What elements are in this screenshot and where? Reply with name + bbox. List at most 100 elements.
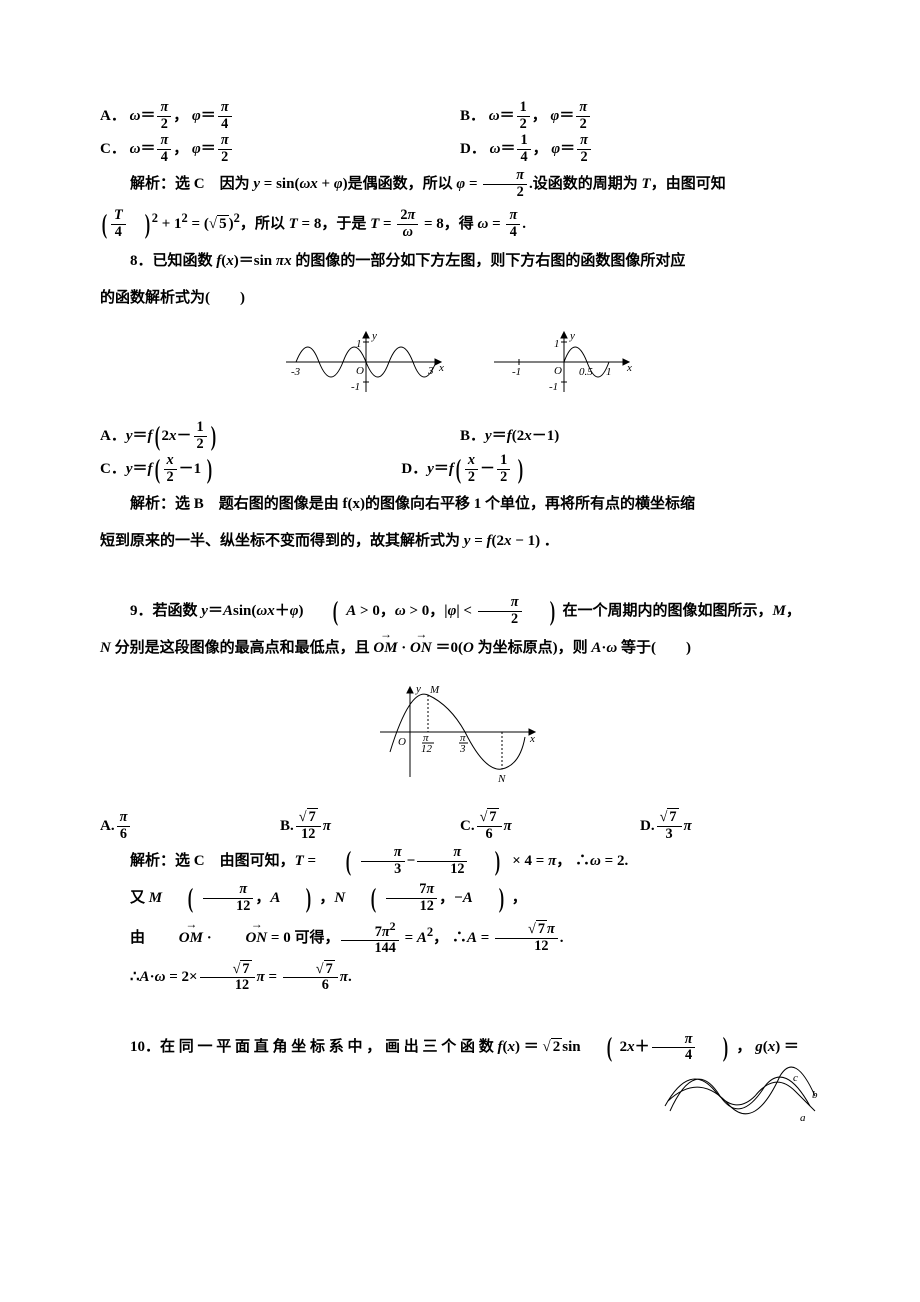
q8-option-A: A．y＝f(2x－12): [100, 420, 460, 453]
w: ω: [299, 176, 310, 192]
p: φ: [334, 176, 343, 192]
y: y: [427, 461, 434, 477]
den: 2: [157, 117, 171, 133]
o: 1: [528, 533, 536, 549]
l: C.: [460, 818, 475, 834]
dw: ω: [397, 225, 418, 241]
n1: π: [361, 845, 405, 862]
omega: ω: [130, 108, 141, 124]
f: f: [449, 461, 454, 477]
nx: x: [465, 453, 478, 470]
pi: π: [323, 818, 331, 834]
f: f: [498, 1039, 503, 1055]
pi: π: [276, 253, 284, 269]
t3: 由: [130, 930, 149, 946]
q10-graph: a b c: [660, 1056, 820, 1139]
num: 1: [517, 100, 530, 117]
d: 3: [657, 827, 682, 843]
pi2: π: [340, 969, 348, 985]
d12: 12: [417, 862, 467, 878]
s2: 在一个周期内的图像如图所示，: [563, 603, 773, 619]
s7: 7: [240, 960, 251, 977]
z: 0: [450, 640, 458, 656]
x2: x: [284, 253, 292, 269]
t1: 1: [356, 338, 362, 350]
d: 2: [164, 470, 177, 486]
comma: ，: [173, 141, 188, 157]
s72: 7: [324, 960, 335, 977]
num: π: [157, 100, 171, 117]
comma: ，: [532, 108, 547, 124]
T2: T: [289, 216, 298, 232]
label: D．: [460, 141, 486, 157]
pi: π: [382, 924, 390, 940]
d2: 2: [465, 470, 478, 486]
dot: ·: [401, 640, 406, 656]
tm1: -1: [549, 381, 558, 393]
n2: π: [417, 845, 467, 862]
q7-option-B: B． ω＝12， φ＝π2: [460, 100, 820, 133]
dot: ·: [207, 930, 212, 946]
eq: ＝: [500, 141, 515, 157]
eq: ＝: [201, 141, 216, 157]
sin: sin: [233, 603, 251, 619]
t3: ，由图可知: [651, 176, 726, 192]
q8-graph-right: -1 O 0.5 1 1 -1 x y: [489, 327, 639, 397]
th: ∴: [575, 853, 590, 869]
M: M: [149, 890, 162, 906]
o: 1: [194, 461, 202, 477]
N: N: [334, 890, 345, 906]
m1: -1: [512, 366, 521, 378]
d12: 12: [200, 978, 255, 994]
p: 解析：选 B: [130, 496, 219, 512]
d: 12: [296, 827, 321, 843]
t1: 由图可知，: [220, 853, 295, 869]
s5: 等于( ): [617, 640, 691, 656]
d12: 12: [386, 899, 437, 915]
pi: π: [684, 818, 692, 834]
phi: φ: [551, 141, 560, 157]
svg-text:3: 3: [459, 743, 466, 755]
n: 10．: [130, 1039, 160, 1055]
q8-option-C: C．y＝f(x2－1 ): [100, 453, 401, 486]
q9-option-D: D.√73π: [640, 810, 820, 843]
l: D.: [640, 818, 655, 834]
d: 6: [477, 827, 502, 843]
sin: sin: [276, 176, 294, 192]
npi: π: [506, 208, 520, 225]
OM: OM: [149, 922, 203, 955]
th: ∴: [130, 969, 140, 985]
q7-solution-line2: (T4 )2 + 12 = (√5)2，所以 T = 8，于是 T = 2πω …: [100, 203, 820, 243]
Tn: T: [111, 208, 126, 225]
l: B.: [280, 818, 294, 834]
s72: 7: [536, 920, 547, 937]
d2: 2: [478, 612, 522, 628]
b: b: [812, 1089, 818, 1101]
t2: 短到原来的一半、纵坐标不变而得到的，故其解析式为: [100, 533, 464, 549]
n: x: [164, 453, 177, 470]
d22: 2: [497, 470, 510, 486]
m: －: [179, 461, 194, 477]
N: N: [497, 773, 506, 785]
l: A．: [100, 428, 126, 444]
t: 题右图的图像是由 f(x)的图像向右平移 1 个单位，再将所有点的横坐标缩: [219, 496, 695, 512]
w: ω: [590, 853, 601, 869]
x: x: [226, 253, 234, 269]
s5: 5: [217, 215, 229, 232]
A: A: [417, 930, 427, 946]
two: 2: [620, 1039, 628, 1055]
y: y: [253, 176, 260, 192]
A: A: [140, 969, 150, 985]
q7-solution: 解析：选 C 因为 y = sin(ωx + φ)是偶函数，所以 φ = π2.…: [100, 166, 820, 203]
t1: 是偶函数，所以: [348, 176, 457, 192]
num: π: [218, 133, 232, 150]
n1: 1: [497, 453, 510, 470]
comma: ，: [533, 141, 548, 157]
phi: φ: [551, 108, 560, 124]
q9-stem-2: N 分别是这段图像的最高点和最低点，且 OM · ON ＝0(O 为坐标原点)，…: [100, 630, 820, 667]
A: A: [223, 603, 233, 619]
x2: x: [627, 1039, 635, 1055]
t2: 又: [130, 890, 149, 906]
s7: 7: [375, 924, 382, 940]
p2: φ: [456, 176, 465, 192]
